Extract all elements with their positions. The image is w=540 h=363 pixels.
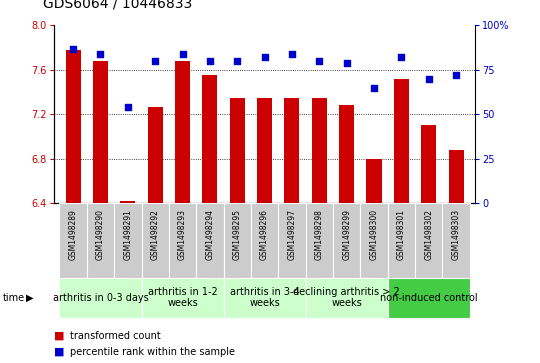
Text: GSM1498292: GSM1498292 [151,209,160,260]
Bar [388,278,470,318]
Point [424,76,433,82]
Text: arthritis in 0-3 days: arthritis in 0-3 days [52,293,148,303]
Bar [257,98,272,203]
Bar [360,203,388,278]
Point [260,54,269,60]
Text: time: time [3,293,25,303]
Bar [93,61,108,203]
Point [288,51,296,57]
Bar [306,278,388,318]
Bar [278,203,306,278]
Bar [66,50,80,203]
Text: GSM1498293: GSM1498293 [178,209,187,260]
Text: GSM1498301: GSM1498301 [397,209,406,260]
Point [69,46,77,52]
Bar [230,98,245,203]
Bar [285,98,300,203]
Bar [449,150,463,203]
Bar [415,203,442,278]
Text: arthritis in 1-2
weeks: arthritis in 1-2 weeks [147,287,218,309]
Bar [394,79,409,203]
Text: GSM1498297: GSM1498297 [287,209,296,260]
Text: GSM1498295: GSM1498295 [233,209,242,260]
Bar [87,203,114,278]
Bar [306,203,333,278]
Text: ■: ■ [54,347,68,357]
Bar [196,203,224,278]
Bar [224,203,251,278]
Text: GSM1498291: GSM1498291 [123,209,132,260]
Text: GSM1498289: GSM1498289 [69,209,78,260]
Text: declining arthritis > 2
weeks: declining arthritis > 2 weeks [293,287,400,309]
Point [206,58,214,64]
Bar [224,278,306,318]
Bar [251,203,278,278]
Text: ▶: ▶ [26,293,33,303]
Bar [141,203,169,278]
Point [96,51,105,57]
Bar [175,61,190,203]
Text: percentile rank within the sample: percentile rank within the sample [70,347,235,357]
Bar [169,203,196,278]
Bar [114,203,141,278]
Text: GDS6064 / 10446833: GDS6064 / 10446833 [43,0,192,11]
Point [315,58,323,64]
Bar [339,105,354,203]
Text: GSM1498303: GSM1498303 [451,209,461,260]
Text: non-induced control: non-induced control [380,293,477,303]
Point [370,85,379,90]
Text: GSM1498300: GSM1498300 [369,209,379,260]
Text: GSM1498290: GSM1498290 [96,209,105,260]
Bar [333,203,360,278]
Bar [141,278,224,318]
Point [178,51,187,57]
Point [151,58,159,64]
Text: transformed count: transformed count [70,331,161,341]
Bar [442,203,470,278]
Text: GSM1498294: GSM1498294 [205,209,214,260]
Point [124,104,132,110]
Bar [421,126,436,203]
Point [233,58,241,64]
Point [452,72,461,78]
Bar [147,107,163,203]
Text: ■: ■ [54,331,68,341]
Bar [59,278,141,318]
Point [397,54,406,60]
Bar [59,203,87,278]
Bar [367,159,382,203]
Text: GSM1498298: GSM1498298 [315,209,324,260]
Bar [388,203,415,278]
Text: GSM1498296: GSM1498296 [260,209,269,260]
Text: GSM1498299: GSM1498299 [342,209,351,260]
Bar [312,98,327,203]
Text: arthritis in 3-4
weeks: arthritis in 3-4 weeks [230,287,299,309]
Bar [120,201,136,203]
Bar [202,76,218,203]
Text: GSM1498302: GSM1498302 [424,209,433,260]
Point [342,60,351,66]
